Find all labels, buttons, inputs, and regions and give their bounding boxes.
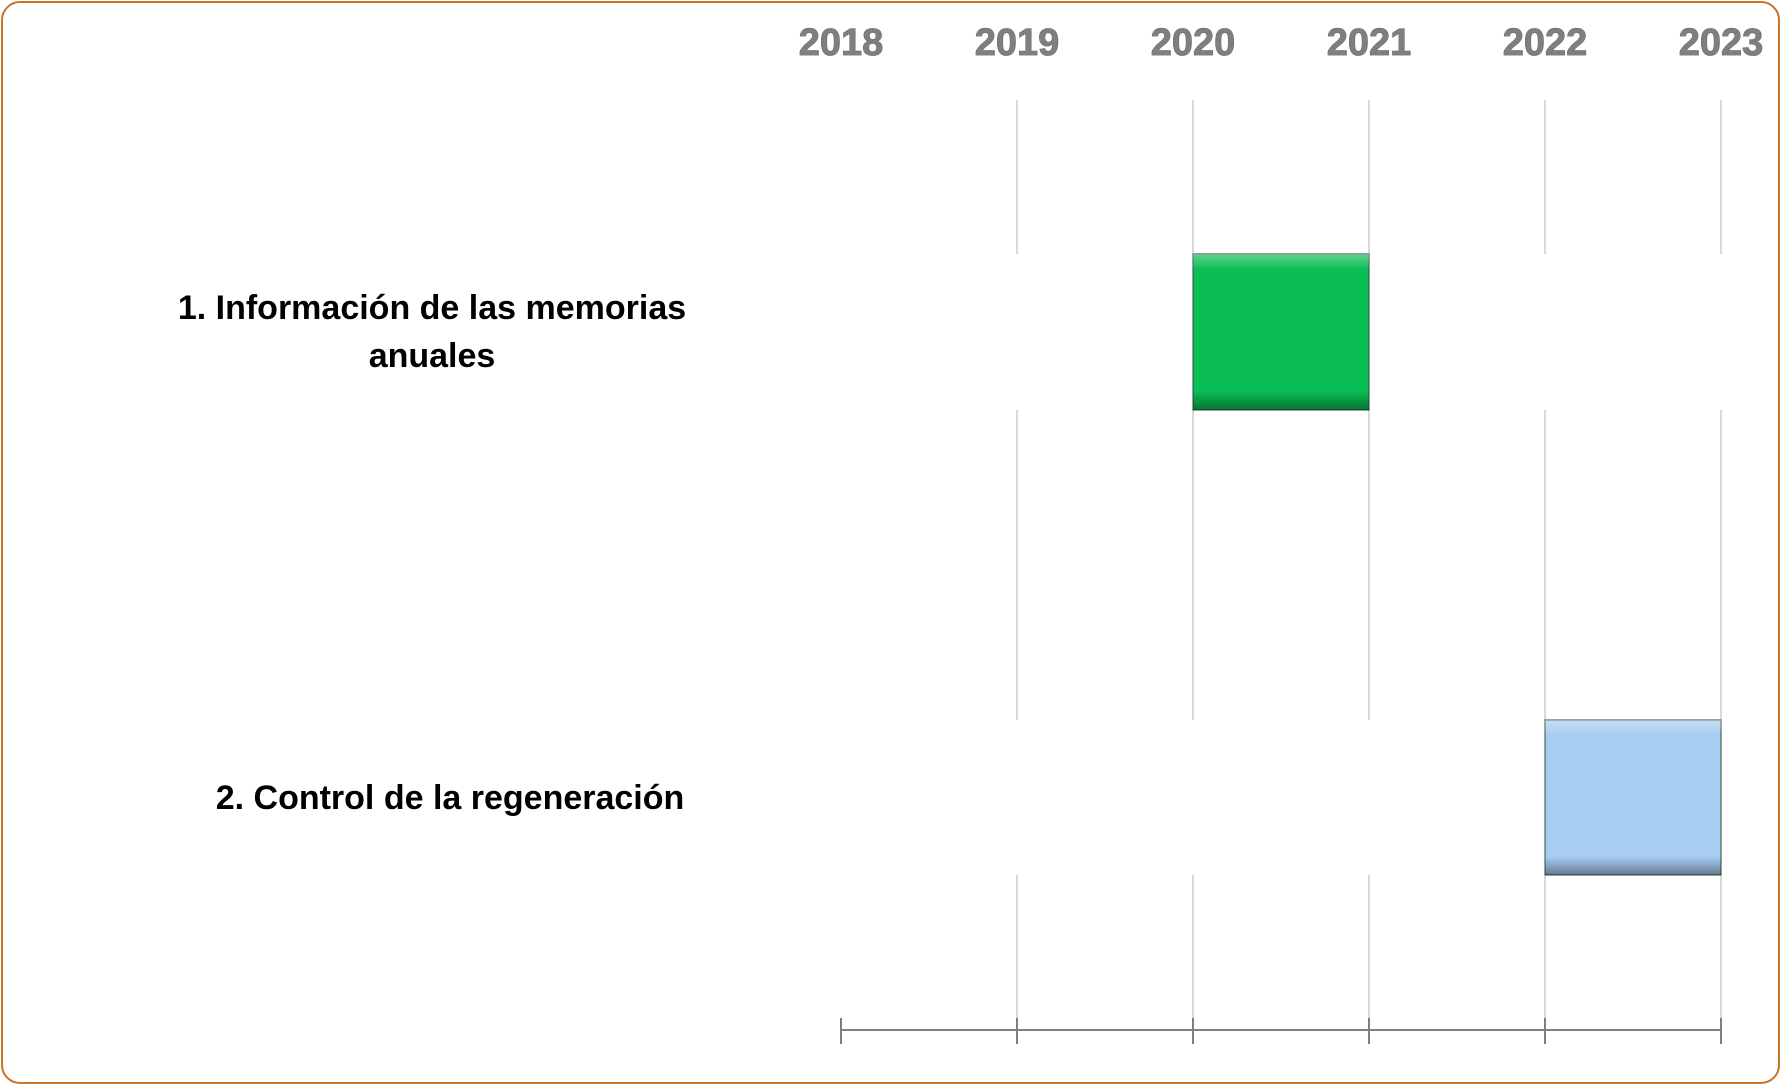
x-tick-label: 2023 [1679,22,1764,64]
bar-shade [1193,254,1369,410]
x-tick-label: 2019 [975,22,1060,64]
category-label: 1. Información de las memorias anuales [177,289,687,375]
x-tick-label: 2020 [1151,22,1236,64]
x-tick-label: 2021 [1327,22,1412,64]
x-tick-label: 2018 [799,22,884,64]
category-label: 2. Control de la regeneración [215,778,685,817]
x-tick-label: 2022 [1503,22,1588,64]
bar-shade [1545,720,1721,875]
